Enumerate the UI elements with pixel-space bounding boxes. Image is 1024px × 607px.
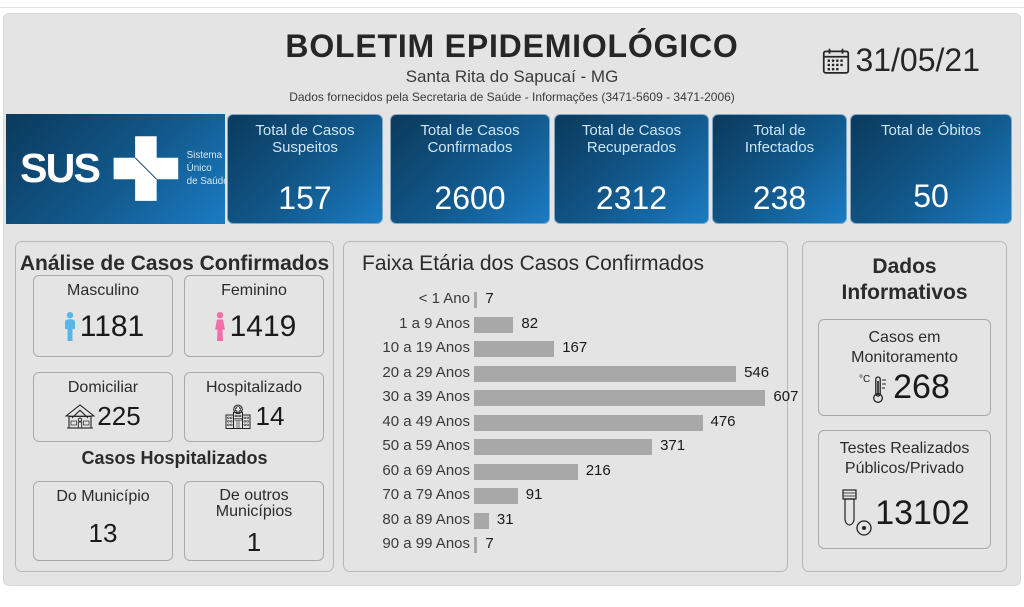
svg-text:SUS: SUS <box>20 145 99 191</box>
svg-text:°C: °C <box>859 374 870 385</box>
svg-text:de Saúde: de Saúde <box>187 176 225 187</box>
svg-text:Sistema: Sistema <box>187 150 223 161</box>
svg-text:Único: Único <box>187 163 213 174</box>
